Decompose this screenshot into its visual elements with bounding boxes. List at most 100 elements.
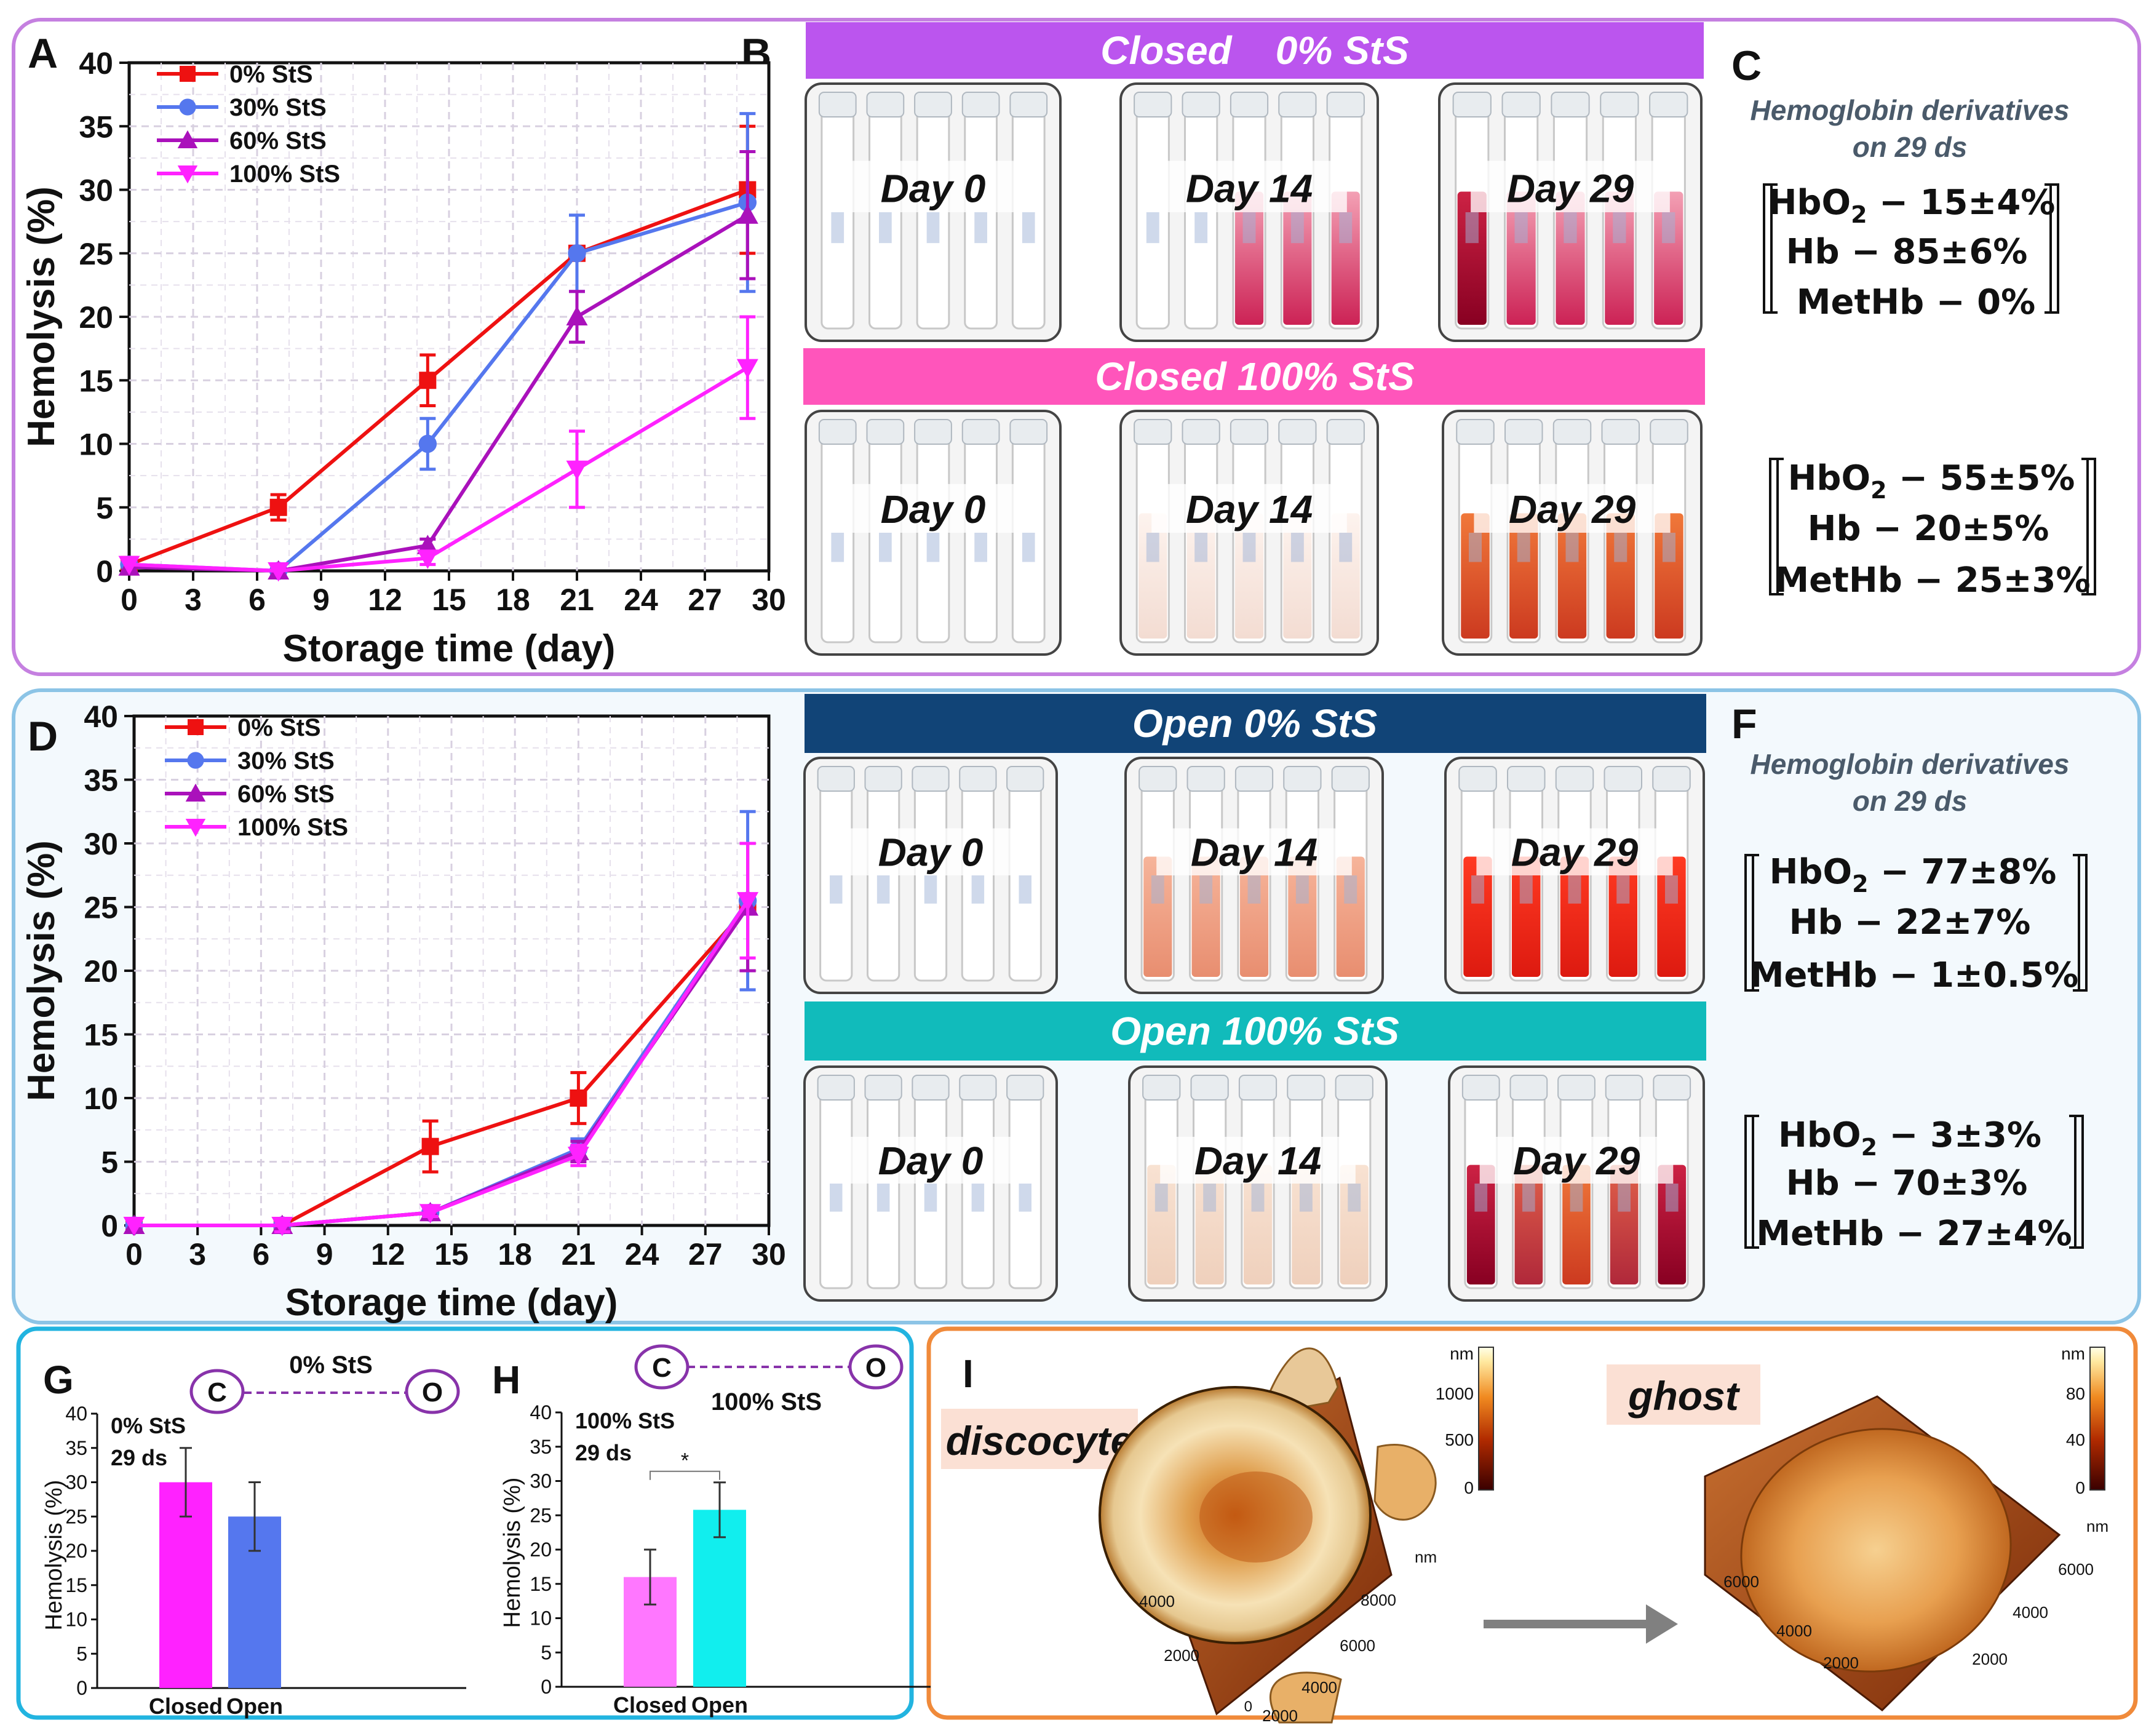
tube-label-icon	[1665, 1184, 1679, 1212]
marks-a	[118, 112, 758, 582]
y-tick-label: 20	[530, 1539, 552, 1561]
tube-liquid	[1143, 856, 1172, 977]
tube-cap	[1230, 92, 1269, 117]
y-tick-label: 20	[84, 954, 118, 989]
bracket-left-f2	[1744, 1115, 1759, 1249]
discocyte-label-bg	[941, 1409, 1138, 1469]
y-tick-label: 10	[65, 1609, 87, 1631]
photos-open: Day 0 Day 14 Day 29 Day 0 Day 14 Day 29	[803, 757, 1705, 1302]
tube-liquid	[1657, 856, 1686, 977]
y-tick-label: 30	[79, 173, 113, 208]
tube-liquid	[1340, 1165, 1369, 1284]
y-tick-label: 40	[530, 1401, 552, 1423]
day-label-backdrop	[1476, 828, 1673, 875]
banner-open-100-text: Open 100% StS	[1110, 1009, 1399, 1053]
panel-letter-a: A	[28, 30, 58, 77]
significance-bracket	[650, 1470, 720, 1480]
tube-cap	[864, 766, 902, 792]
x-tick-label: 9	[312, 583, 330, 617]
x-tick-label: 6	[252, 1237, 269, 1272]
tube-label-icon	[1154, 1184, 1168, 1212]
x-tick-label: 30	[752, 583, 786, 617]
tube-cap	[1507, 766, 1546, 792]
day-label: Day 0	[881, 166, 986, 210]
data-point	[566, 460, 588, 480]
data-point	[271, 1217, 293, 1236]
tube-cap	[914, 419, 952, 445]
legend-marker	[180, 66, 196, 82]
y-tick-label: 0	[101, 1209, 118, 1243]
category-label: Closed	[149, 1694, 223, 1719]
tube-cap	[1134, 419, 1172, 445]
data-point	[416, 535, 439, 554]
x-tick-label: 12	[371, 1237, 405, 1272]
panel-letter-h: H	[492, 1358, 520, 1402]
y-tick-label: 30	[65, 1471, 87, 1494]
tube-label-icon	[876, 875, 890, 904]
derivatives-f-title-2: on 29 ds	[1853, 785, 1968, 817]
tube-liquid	[1139, 513, 1167, 639]
open-node-label: O	[422, 1377, 443, 1408]
tube-liquid	[1461, 513, 1490, 639]
tube-liquid	[1234, 513, 1264, 639]
colorbar-left	[1478, 1347, 1494, 1491]
tube-label-icon	[1662, 212, 1675, 244]
afm-neighbor-cell-bottom	[1270, 1671, 1342, 1724]
tube-label-icon	[876, 1184, 890, 1212]
tube-label-icon	[831, 533, 845, 562]
bar	[693, 1510, 746, 1687]
line-chart-a: 0 3 6 9 12 15 18 21 24 27 30 0 5 10 15 20 25 30 35 40 0% St…	[20, 46, 786, 670]
tube-label-icon	[1519, 875, 1533, 904]
data-point	[268, 562, 290, 582]
category-label: Open	[691, 1692, 748, 1718]
methb-line-c1: MetHb − 0%	[1797, 282, 2035, 322]
data-point	[736, 359, 758, 379]
tube-label-icon	[879, 212, 892, 244]
methb-line-c2: MetHb − 25±3%	[1774, 560, 2090, 600]
data-point	[570, 1089, 587, 1107]
tube-cap	[1142, 1075, 1181, 1101]
derivatives-c: Hemoglobin derivatives on 29 ds HbO2 − 1…	[1751, 94, 2096, 600]
closed-node-icon	[189, 1369, 245, 1414]
x-tick-label: 18	[496, 583, 530, 617]
y-tick-label: 40	[79, 46, 113, 81]
open-node-icon	[405, 1369, 460, 1414]
tube-label-icon	[1146, 212, 1159, 244]
colorbar-left-tick: 1000	[1436, 1384, 1474, 1403]
y-tick-label: 5	[76, 1642, 87, 1665]
discocyte-center-dimple	[1199, 1471, 1313, 1563]
y-tick-label: 35	[530, 1436, 552, 1458]
panel-letter-f: F	[1731, 701, 1757, 747]
tube-cap	[866, 92, 905, 117]
x-tick-label: 21	[562, 1237, 596, 1272]
afm-neighbor-cell-right	[1373, 1444, 1437, 1521]
tube-cap	[1278, 92, 1317, 117]
banner-open-100	[805, 1001, 1706, 1061]
tube-label-icon	[1465, 212, 1479, 244]
panel-letter-i: I	[963, 1352, 974, 1396]
hbo2-line-f1: HbO2 − 77±8%	[1770, 852, 2057, 898]
tube-label-icon	[1517, 533, 1530, 562]
tube-liquid	[1288, 856, 1317, 977]
tube-label-icon	[1151, 875, 1164, 904]
tube-cap	[1504, 419, 1543, 445]
x-axis-label-a: Storage time (day)	[283, 627, 616, 670]
tube-label-icon	[1339, 212, 1353, 244]
tube-cap	[1326, 92, 1365, 117]
tube-label-icon	[1299, 1184, 1313, 1212]
banner-closed-0	[806, 22, 1704, 79]
day-label: Day 29	[1513, 1139, 1640, 1183]
tube-liquid	[1147, 1165, 1176, 1284]
y-tick-label: 5	[96, 491, 113, 525]
tube-label-icon	[1570, 1184, 1583, 1212]
tube-cap	[959, 766, 997, 792]
data-point	[419, 372, 437, 389]
tube-cap	[1006, 1075, 1044, 1101]
data-point	[269, 498, 287, 516]
tube-cap	[1186, 766, 1225, 792]
tube-cap	[1009, 92, 1048, 117]
tube-liquid	[1610, 1165, 1639, 1284]
data-point	[418, 434, 437, 453]
x-tick-label: 15	[432, 583, 466, 617]
data-point	[568, 244, 586, 263]
